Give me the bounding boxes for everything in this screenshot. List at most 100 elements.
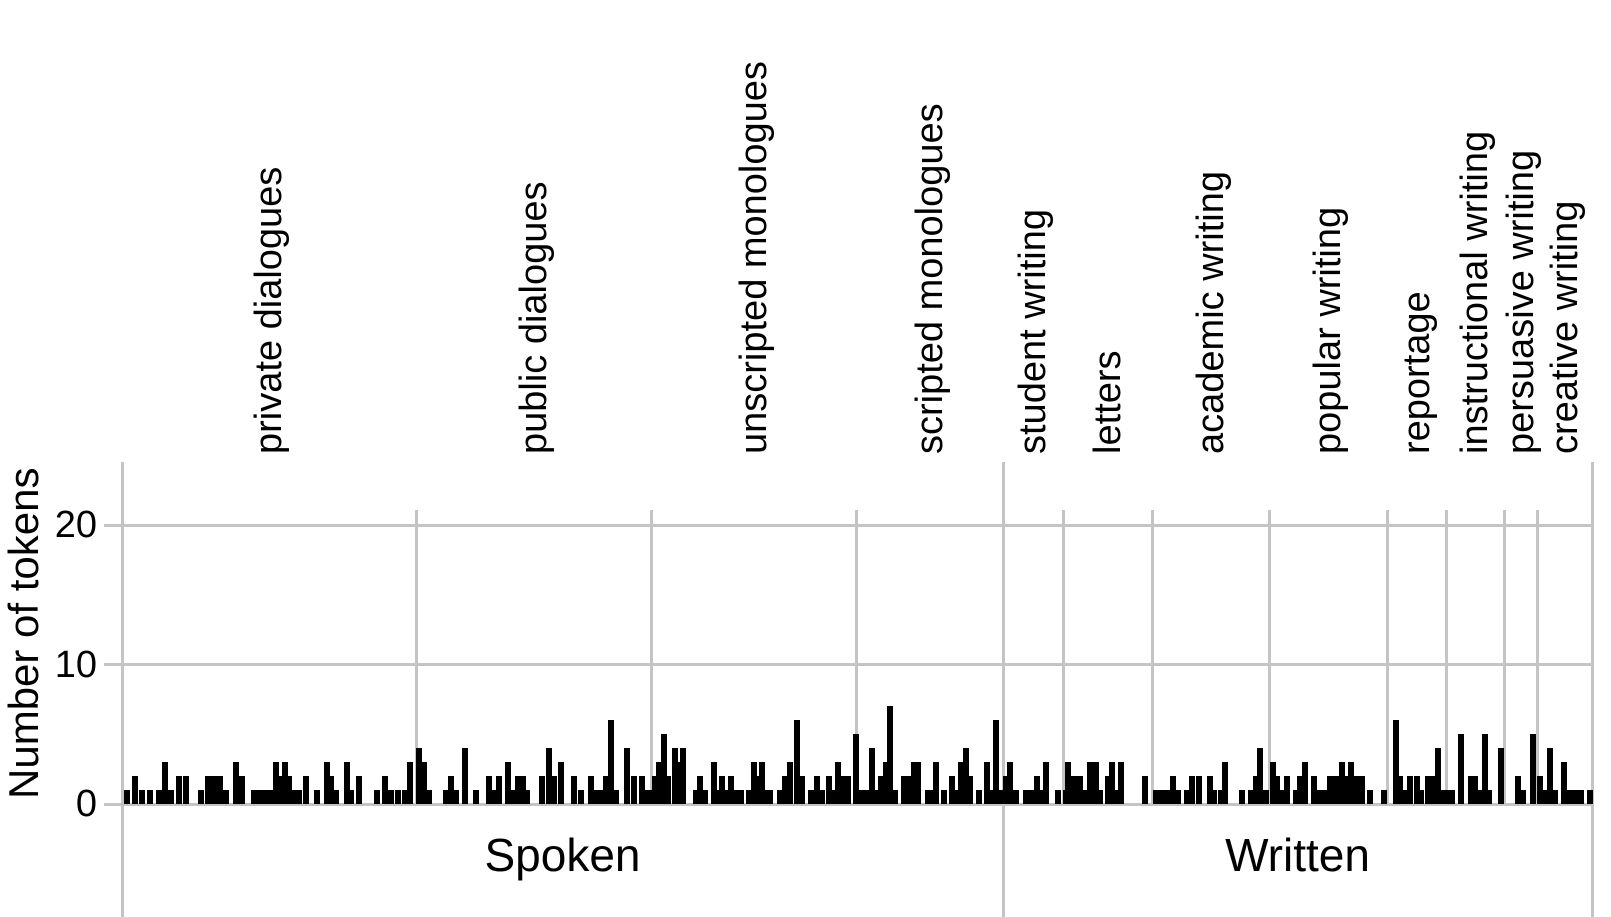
panel-border-line	[120, 462, 124, 917]
bar	[1043, 762, 1049, 804]
bar	[1007, 762, 1013, 804]
bar	[256, 790, 262, 804]
bar	[1477, 790, 1483, 804]
bar	[819, 790, 825, 804]
bar	[1569, 790, 1575, 804]
bar	[1196, 776, 1202, 804]
bar	[1482, 734, 1488, 804]
bar	[1097, 790, 1103, 804]
bar	[168, 790, 174, 804]
bar	[1445, 790, 1451, 804]
bar	[941, 790, 947, 804]
bar	[374, 790, 380, 804]
bar	[539, 776, 545, 804]
bar	[1381, 790, 1387, 804]
bar	[1055, 790, 1061, 804]
bar	[1333, 776, 1339, 804]
bar	[1153, 790, 1159, 804]
bar	[1402, 790, 1408, 804]
bar	[1393, 720, 1399, 804]
category-label: reportage	[1395, 291, 1438, 454]
bar	[1552, 790, 1558, 804]
bar	[799, 776, 805, 804]
category-label: private dialogues	[248, 166, 290, 454]
bar	[702, 790, 708, 804]
bar	[652, 776, 658, 804]
category-label: public dialogues	[512, 181, 555, 454]
bar	[344, 762, 350, 804]
bar	[314, 790, 320, 804]
bar	[1013, 790, 1019, 804]
bar	[1071, 776, 1077, 804]
bar	[598, 790, 604, 804]
bar	[1034, 776, 1040, 804]
bar	[1302, 762, 1308, 804]
bar	[578, 790, 584, 804]
bar	[925, 790, 931, 804]
bar	[1105, 776, 1111, 804]
bar	[333, 790, 339, 804]
bar	[929, 790, 935, 804]
bar	[830, 790, 836, 804]
bar	[1472, 776, 1478, 804]
bar	[551, 776, 557, 804]
category-label: popular writing	[1307, 206, 1349, 454]
bar	[1170, 776, 1176, 804]
bar	[967, 776, 973, 804]
bar	[1175, 790, 1181, 804]
bar	[624, 748, 630, 804]
category-label: instructional writing	[1454, 130, 1496, 454]
bar	[510, 790, 516, 804]
bar	[1087, 762, 1093, 804]
bar	[1316, 790, 1322, 804]
bar	[324, 762, 330, 804]
bar	[1274, 776, 1280, 804]
bar	[1207, 776, 1213, 804]
category-separator-line	[1267, 510, 1271, 804]
bar	[147, 790, 153, 804]
bar	[763, 790, 769, 804]
bar	[1565, 790, 1571, 804]
bar	[1418, 790, 1424, 804]
bar	[1498, 748, 1504, 804]
bar	[546, 748, 552, 804]
bar	[901, 776, 907, 804]
bar	[524, 790, 530, 804]
bar	[443, 790, 449, 804]
bar	[958, 762, 964, 804]
bar	[198, 790, 204, 804]
bar	[656, 762, 662, 804]
bar	[853, 734, 859, 804]
category-label: creative writing	[1543, 200, 1586, 454]
bar	[473, 790, 479, 804]
bar	[1253, 776, 1259, 804]
bar	[751, 762, 757, 804]
bar	[647, 790, 653, 804]
bar	[407, 762, 413, 804]
bar	[1263, 790, 1269, 804]
bar	[869, 748, 875, 804]
bar	[1547, 748, 1553, 804]
category-separator-line	[1385, 510, 1389, 804]
bar	[1118, 762, 1124, 804]
bar	[162, 762, 168, 804]
bar	[1284, 776, 1290, 804]
bar	[593, 790, 599, 804]
bar	[808, 790, 814, 804]
bar	[453, 790, 459, 804]
y-tick-label: 0	[75, 783, 97, 825]
bar	[643, 790, 649, 804]
bar	[233, 762, 239, 804]
bar	[794, 720, 800, 804]
bar	[1038, 790, 1044, 804]
bar	[883, 762, 889, 804]
bar	[887, 706, 893, 804]
bar	[1574, 790, 1580, 804]
bar	[251, 790, 257, 804]
bar	[1343, 776, 1349, 804]
bar	[1327, 776, 1333, 804]
bar	[1239, 790, 1245, 804]
bar	[728, 776, 734, 804]
bar	[711, 762, 717, 804]
bar	[588, 776, 594, 804]
